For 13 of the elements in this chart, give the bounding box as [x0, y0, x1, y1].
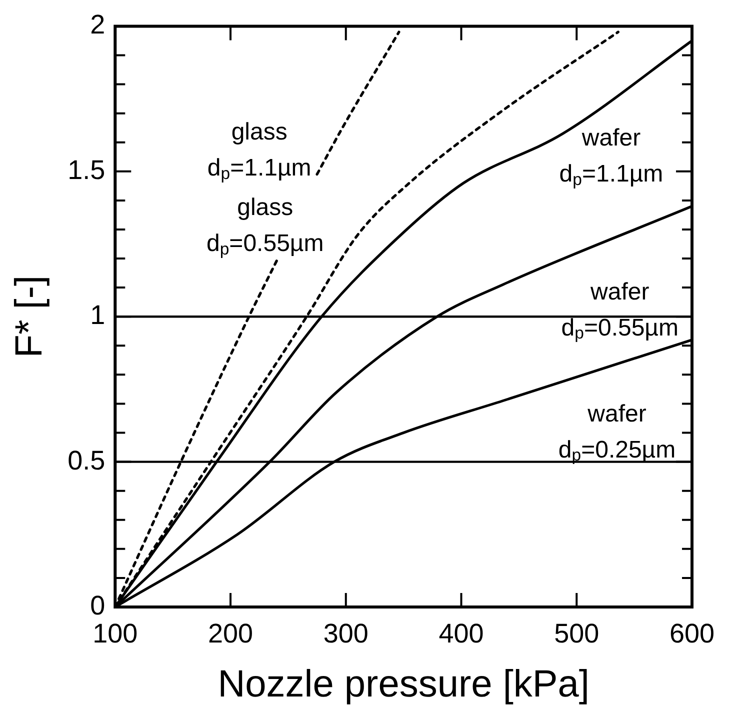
x-axis-title: Nozzle pressure [kPa]	[218, 664, 590, 706]
y-tick-label: 1.5	[68, 154, 106, 185]
x-tick-label: 400	[438, 618, 484, 649]
x-tick-label: 600	[669, 618, 715, 649]
x-tick-label: 200	[208, 618, 254, 649]
y-tick-label: 2	[90, 10, 106, 40]
y-tick-label: 0	[90, 590, 106, 620]
x-tick-label: 100	[92, 618, 138, 649]
x-tick-label: 300	[323, 618, 368, 649]
y-tick-label: 0.5	[68, 445, 106, 476]
x-tick-label: 500	[554, 618, 600, 649]
y-tick-label: 1	[90, 300, 106, 330]
y-axis-title: F* [-]	[8, 275, 50, 358]
